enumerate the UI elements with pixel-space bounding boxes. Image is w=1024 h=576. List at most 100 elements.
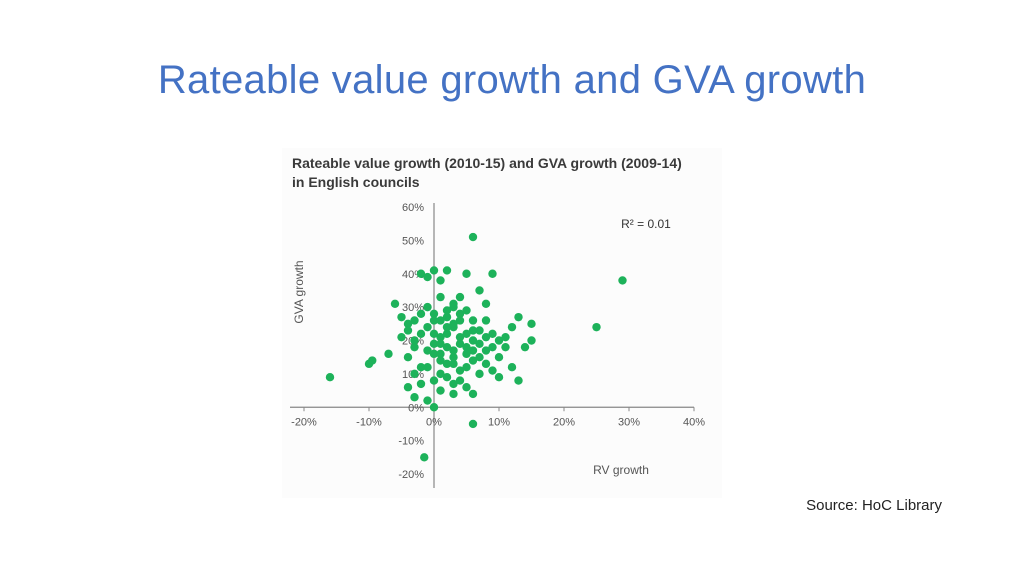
data-point (416, 379, 426, 389)
data-point (410, 369, 419, 379)
data-point (436, 339, 445, 349)
x-tick-label: 40% (683, 416, 705, 428)
data-point (462, 269, 471, 278)
data-point (410, 336, 419, 345)
data-point (488, 269, 497, 278)
data-point (325, 373, 335, 382)
y-tick-label: 50% (402, 235, 424, 247)
data-point (481, 332, 491, 342)
data-point (468, 232, 478, 242)
data-point (429, 266, 439, 275)
data-point (462, 329, 471, 339)
data-point (494, 336, 504, 345)
data-point (416, 269, 426, 278)
data-point (449, 299, 458, 308)
data-point (416, 363, 426, 372)
data-point (423, 302, 432, 312)
data-point (449, 319, 458, 329)
y-axis-label: GVA growth (292, 260, 306, 323)
data-point (423, 322, 432, 332)
data-point (494, 352, 504, 362)
x-axis-label: RV growth (593, 463, 649, 477)
data-point (475, 339, 484, 349)
data-point (455, 339, 465, 349)
data-point (442, 373, 452, 382)
data-point (592, 322, 601, 332)
data-point (488, 329, 497, 339)
data-point (449, 352, 458, 362)
data-point (455, 292, 465, 302)
data-point (429, 329, 439, 339)
data-point (416, 329, 426, 339)
data-point (436, 349, 445, 359)
data-point (514, 376, 523, 385)
data-point (501, 332, 510, 342)
data-point (442, 312, 452, 322)
y-tick-label: 60% (402, 202, 424, 214)
y-tick-label: 0% (408, 402, 424, 414)
data-point (368, 356, 377, 365)
data-point (403, 383, 413, 392)
data-point (527, 336, 536, 345)
data-point (429, 376, 439, 385)
x-tick-label: 30% (618, 416, 640, 428)
data-point (455, 332, 465, 342)
data-point (436, 369, 445, 379)
data-point (420, 453, 429, 462)
data-point (468, 326, 478, 335)
data-point (481, 346, 491, 355)
data-point (501, 342, 510, 352)
data-point (429, 316, 439, 325)
y-tick-label: -20% (398, 469, 424, 481)
data-point (403, 319, 413, 329)
data-point (410, 393, 419, 402)
data-point (442, 359, 452, 369)
data-point (468, 356, 478, 365)
data-point (442, 322, 452, 332)
data-point (455, 376, 465, 385)
data-point (520, 342, 530, 352)
data-point (475, 286, 484, 295)
data-point (475, 352, 484, 362)
data-point (436, 386, 445, 395)
x-tick-label: -10% (356, 416, 382, 428)
data-point (423, 346, 432, 355)
data-point (442, 342, 452, 352)
data-point (507, 322, 517, 332)
data-point (397, 312, 406, 322)
data-point (449, 359, 458, 369)
data-point (507, 363, 517, 372)
data-point (462, 349, 471, 359)
source-note: Source: HoC Library (806, 497, 942, 514)
data-point (423, 272, 432, 282)
x-tick-label: 20% (553, 416, 575, 428)
data-point (481, 299, 491, 308)
data-point (455, 309, 465, 318)
data-point (442, 329, 452, 339)
data-point (436, 276, 445, 285)
data-point (481, 359, 491, 369)
data-point (423, 363, 432, 372)
data-point (390, 299, 400, 308)
chart-figure (282, 148, 722, 498)
data-point (488, 342, 497, 352)
data-point (429, 403, 439, 412)
data-point (436, 356, 445, 365)
data-point (475, 369, 484, 379)
data-point (410, 342, 419, 352)
data-point (436, 316, 445, 325)
data-point (462, 383, 471, 392)
data-point (468, 419, 478, 429)
data-point (462, 342, 471, 352)
data-point (514, 312, 523, 322)
data-point (475, 326, 484, 335)
data-point (397, 332, 406, 342)
y-tick-label: -10% (398, 436, 424, 448)
data-point (449, 346, 458, 355)
x-tick-label: 0% (426, 416, 442, 428)
data-point (494, 373, 504, 382)
data-point (462, 363, 471, 372)
slide-title: Rateable value growth and GVA growth (157, 58, 867, 102)
data-point (436, 292, 445, 302)
